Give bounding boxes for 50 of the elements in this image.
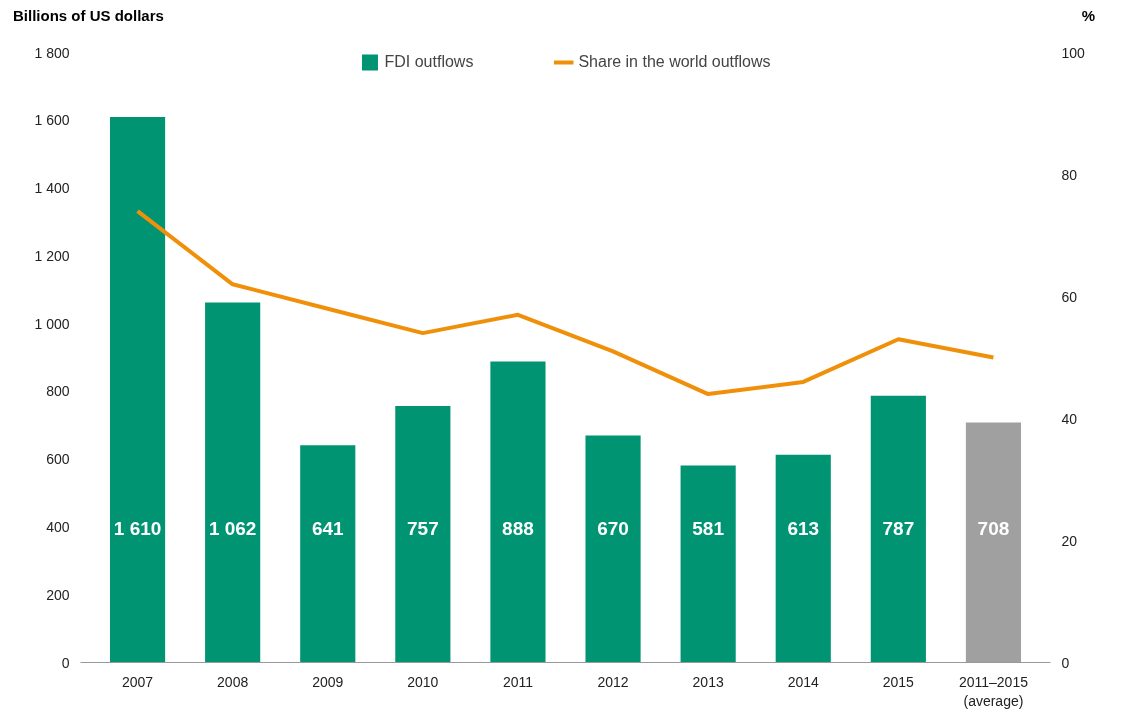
y2-tick-label: 20 xyxy=(1061,532,1078,549)
y-axis-title: Billions of US dollars xyxy=(13,6,164,26)
y2-tick-label: 40 xyxy=(1061,410,1078,427)
y-tick-label: 800 xyxy=(46,383,70,400)
bar xyxy=(205,302,261,663)
y2-tick-label: 80 xyxy=(1061,166,1078,183)
y-tick-label: 1 600 xyxy=(34,112,70,129)
y-tick-label: 400 xyxy=(46,518,70,535)
data-label: 1 062 xyxy=(208,517,257,539)
bar xyxy=(585,435,641,663)
x-tick-label: 2009 xyxy=(312,673,344,690)
y-tick-label: 200 xyxy=(46,586,70,603)
bar xyxy=(680,465,736,663)
bar xyxy=(490,361,546,663)
legend-label: FDI outflows xyxy=(384,53,474,71)
y2-tick-label: 100 xyxy=(1061,44,1086,61)
y-tick-label: 1 400 xyxy=(34,180,70,197)
y2-axis-title: % xyxy=(1081,6,1095,26)
line-series xyxy=(135,209,996,397)
data-label: 787 xyxy=(882,517,915,539)
data-label: 670 xyxy=(597,517,629,539)
x-tick-label: 2011 xyxy=(502,673,534,690)
y-tick-label: 1 200 xyxy=(34,247,70,264)
data-label: 613 xyxy=(787,517,820,539)
x-tick-label: 2007 xyxy=(121,673,154,690)
x-tick-label: 2010 xyxy=(407,673,439,690)
x-tick-label: 2015 xyxy=(882,673,915,690)
bar xyxy=(395,405,451,663)
data-label: 888 xyxy=(502,517,534,539)
y-tick-label: 1 000 xyxy=(34,315,70,332)
legend-label: Share in the world outflows xyxy=(578,53,771,71)
y2-tick-label: 0 xyxy=(1061,654,1070,671)
bar xyxy=(300,445,356,663)
y2-tick-label: 60 xyxy=(1061,288,1078,305)
data-label: 641 xyxy=(311,517,345,539)
data-label: 1 610 xyxy=(113,517,162,539)
x-tick-label: 2012 xyxy=(597,673,629,690)
x-tick-label: 2013 xyxy=(692,673,724,690)
x-tick-label: 2011–2015 (average) xyxy=(958,673,1029,709)
bar xyxy=(870,395,926,663)
bar xyxy=(775,454,831,663)
x-tick-label: 2014 xyxy=(787,673,820,690)
x-tick-label: 2008 xyxy=(217,673,249,690)
data-label: 757 xyxy=(407,517,439,539)
y-tick-label: 0 xyxy=(61,654,70,671)
data-label: 708 xyxy=(977,517,1010,539)
y-tick-label: 600 xyxy=(46,451,70,468)
bar xyxy=(109,116,166,663)
y-tick-label: 1 800 xyxy=(34,44,70,61)
data-label: 581 xyxy=(692,517,725,539)
